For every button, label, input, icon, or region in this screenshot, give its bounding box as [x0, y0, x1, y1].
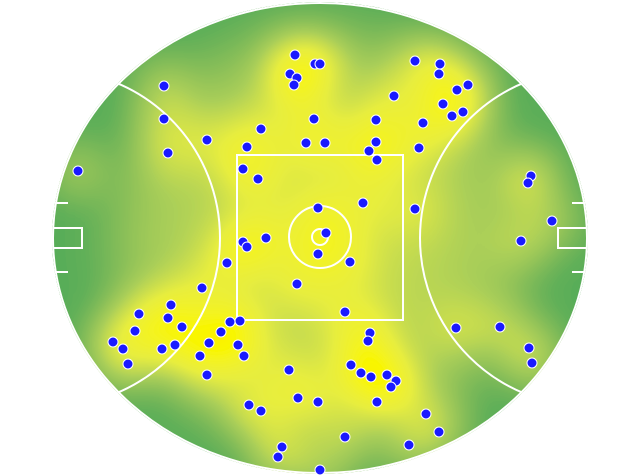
field-lines [52, 2, 588, 474]
point [462, 79, 474, 91]
point [409, 203, 421, 215]
point [176, 321, 188, 333]
point [312, 248, 324, 260]
point [388, 90, 400, 102]
point [276, 441, 288, 453]
point [72, 165, 84, 177]
point [365, 371, 377, 383]
point [237, 163, 249, 175]
point [314, 464, 326, 476]
point [417, 117, 429, 129]
point [289, 49, 301, 61]
point [234, 315, 246, 327]
point [129, 325, 141, 337]
point [292, 392, 304, 404]
point [526, 357, 538, 369]
point [288, 79, 300, 91]
point [403, 439, 415, 451]
point [203, 337, 215, 349]
point [255, 405, 267, 417]
point [451, 84, 463, 96]
point [345, 359, 357, 371]
point [339, 306, 351, 318]
point [169, 339, 181, 351]
point [546, 215, 558, 227]
point [165, 299, 177, 311]
point [312, 202, 324, 214]
point [238, 350, 250, 362]
point [371, 396, 383, 408]
point [158, 113, 170, 125]
point [339, 431, 351, 443]
point [385, 381, 397, 393]
point [252, 173, 264, 185]
point [241, 141, 253, 153]
point [363, 145, 375, 157]
point [156, 343, 168, 355]
point [201, 134, 213, 146]
point [381, 369, 393, 381]
point [420, 408, 432, 420]
point [232, 339, 244, 351]
point [122, 358, 134, 370]
point [437, 98, 449, 110]
point [344, 256, 356, 268]
point [355, 367, 367, 379]
point [241, 241, 253, 253]
point [260, 232, 272, 244]
point [362, 335, 374, 347]
point [434, 58, 446, 70]
point [162, 147, 174, 159]
point [522, 177, 534, 189]
point [308, 113, 320, 125]
point [158, 80, 170, 92]
point [312, 396, 324, 408]
point [357, 197, 369, 209]
point [371, 154, 383, 166]
point [433, 426, 445, 438]
point [515, 235, 527, 247]
point [494, 321, 506, 333]
point [457, 106, 469, 118]
point [215, 326, 227, 338]
point [283, 364, 295, 376]
point [409, 55, 421, 67]
point [133, 308, 145, 320]
point [320, 227, 332, 239]
point [196, 282, 208, 294]
points [72, 49, 558, 476]
point [243, 399, 255, 411]
point [450, 322, 462, 334]
point [370, 136, 382, 148]
point [221, 257, 233, 269]
point [194, 350, 206, 362]
point [446, 110, 458, 122]
point [107, 336, 119, 348]
point [413, 142, 425, 154]
point [314, 58, 326, 70]
point [117, 343, 129, 355]
point [300, 137, 312, 149]
point [162, 312, 174, 324]
point [523, 342, 535, 354]
point [255, 123, 267, 135]
point [272, 451, 284, 463]
point [433, 68, 445, 80]
point [224, 316, 236, 328]
point [319, 137, 331, 149]
point [291, 278, 303, 290]
point [370, 114, 382, 126]
point [201, 369, 213, 381]
